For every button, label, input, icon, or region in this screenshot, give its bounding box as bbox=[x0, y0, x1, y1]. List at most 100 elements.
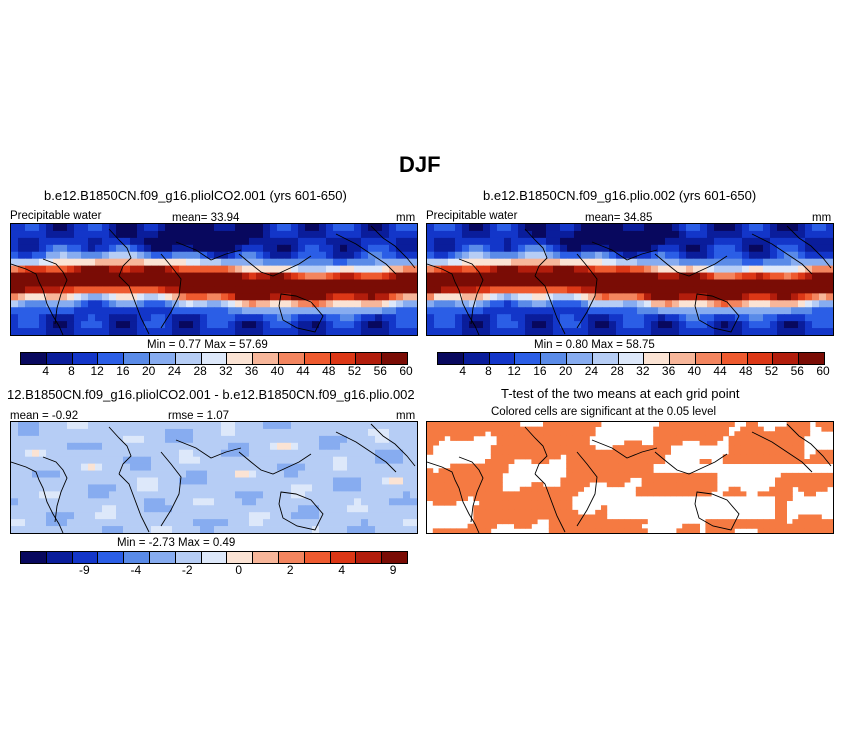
field-cell bbox=[88, 244, 96, 253]
field-cell bbox=[186, 477, 194, 485]
significant-cell bbox=[630, 454, 637, 460]
field-cell bbox=[410, 279, 417, 287]
field-cell bbox=[665, 224, 673, 232]
colorbar-tick-label: 12 bbox=[90, 364, 104, 378]
field-cell bbox=[60, 293, 68, 301]
significant-cell bbox=[519, 486, 526, 492]
field-cell bbox=[39, 422, 47, 430]
field-cell bbox=[11, 463, 19, 471]
field-cell bbox=[102, 300, 110, 308]
field-cell bbox=[812, 314, 820, 322]
field-cell bbox=[630, 230, 638, 239]
field-cell bbox=[382, 328, 390, 335]
significant-cell bbox=[432, 500, 439, 506]
field-cell bbox=[403, 300, 411, 308]
field-cell bbox=[595, 237, 603, 246]
field-cell bbox=[448, 237, 456, 246]
field-cell bbox=[123, 422, 131, 430]
field-cell bbox=[812, 321, 820, 329]
field-cell bbox=[151, 251, 159, 260]
field-cell bbox=[707, 272, 715, 280]
field-cell bbox=[123, 300, 131, 308]
field-cell bbox=[539, 321, 547, 329]
field-cell bbox=[693, 314, 701, 322]
field-cell bbox=[326, 321, 334, 329]
significant-cell bbox=[728, 528, 735, 533]
field-cell bbox=[95, 321, 103, 329]
field-cell bbox=[263, 314, 271, 322]
field-cell bbox=[277, 286, 285, 294]
field-cell bbox=[651, 293, 659, 301]
significant-cell bbox=[682, 431, 689, 437]
field-cell bbox=[130, 512, 138, 520]
coastline bbox=[11, 263, 64, 335]
field-cell bbox=[368, 251, 376, 260]
field-cell bbox=[11, 230, 19, 239]
field-cell bbox=[95, 526, 103, 533]
field-cell bbox=[277, 300, 285, 308]
field-cell bbox=[235, 519, 243, 527]
field-cell bbox=[721, 300, 729, 308]
field-cell bbox=[525, 237, 533, 246]
field-cell bbox=[214, 442, 222, 451]
significant-cell bbox=[728, 440, 735, 446]
field-cell bbox=[382, 456, 390, 465]
field-cell bbox=[256, 328, 264, 335]
significant-cell bbox=[728, 486, 735, 492]
field-cell bbox=[109, 449, 117, 458]
field-cell bbox=[340, 422, 348, 430]
significant-cell bbox=[676, 482, 683, 488]
significant-cell bbox=[467, 435, 474, 441]
field-cell bbox=[403, 505, 411, 513]
significant-cell bbox=[740, 523, 747, 529]
field-cell bbox=[354, 484, 362, 492]
field-cell bbox=[116, 484, 124, 492]
significant-cell bbox=[589, 422, 596, 428]
field-cell bbox=[658, 293, 666, 301]
field-cell bbox=[434, 307, 442, 315]
significant-cell bbox=[780, 505, 787, 511]
field-cell bbox=[347, 314, 355, 322]
field-cell bbox=[242, 286, 250, 294]
field-cell bbox=[200, 244, 208, 253]
field-cell bbox=[144, 224, 152, 232]
field-cell bbox=[382, 435, 390, 444]
field-cell bbox=[46, 449, 54, 458]
field-cell bbox=[200, 456, 208, 465]
field-cell bbox=[574, 314, 582, 322]
field-cell bbox=[354, 456, 362, 465]
field-cell bbox=[158, 237, 166, 246]
field-cell bbox=[354, 265, 362, 273]
field-cell bbox=[277, 314, 285, 322]
significant-cell bbox=[827, 477, 833, 483]
field-cell bbox=[207, 456, 215, 465]
field-cell bbox=[574, 279, 582, 287]
field-cell bbox=[116, 328, 124, 335]
field-cell bbox=[539, 224, 547, 232]
field-cell bbox=[25, 258, 33, 267]
panel3-rmse: rmse = 1.07 bbox=[168, 410, 230, 422]
significant-cell bbox=[769, 486, 776, 492]
significant-cell bbox=[711, 519, 718, 525]
significant-cell bbox=[583, 468, 590, 474]
field-cell bbox=[242, 519, 250, 527]
field-cell bbox=[116, 442, 124, 451]
field-cell bbox=[256, 491, 264, 499]
field-cell bbox=[427, 293, 435, 301]
field-cell bbox=[742, 251, 750, 260]
field-cell bbox=[735, 300, 743, 308]
colorbar-swatch bbox=[670, 353, 696, 364]
field-cell bbox=[144, 321, 152, 329]
field-cell bbox=[742, 258, 750, 267]
significant-cell bbox=[560, 440, 567, 446]
field-cell bbox=[74, 265, 82, 273]
field-cell bbox=[88, 300, 96, 308]
field-cell bbox=[403, 477, 411, 485]
significant-cell bbox=[792, 445, 799, 451]
field-cell bbox=[102, 449, 110, 458]
field-cell bbox=[242, 237, 250, 246]
significant-cell bbox=[554, 486, 561, 492]
field-cell bbox=[11, 442, 19, 451]
field-cell bbox=[116, 237, 124, 246]
significant-cell bbox=[780, 500, 787, 506]
